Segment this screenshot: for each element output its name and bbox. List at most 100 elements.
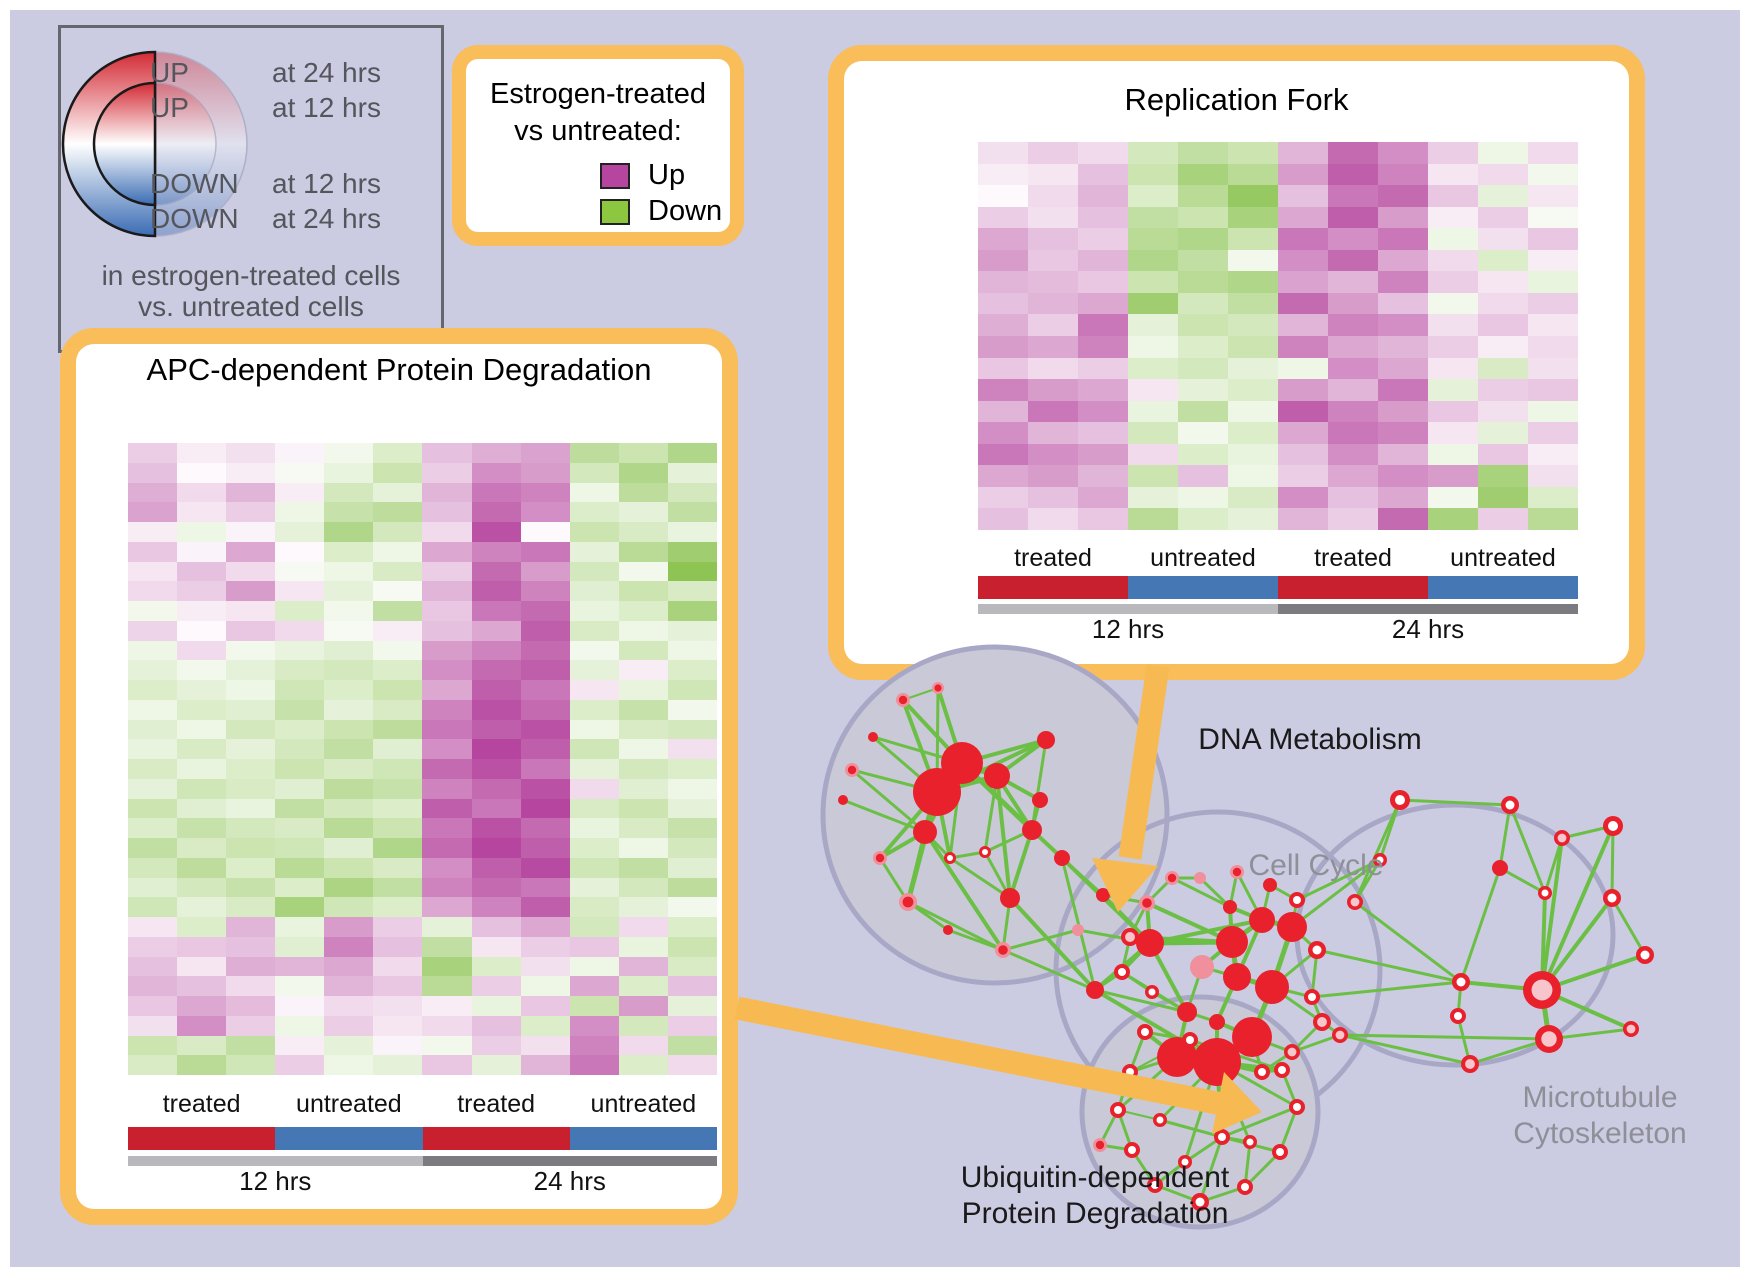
heatmap-cell: [128, 561, 178, 582]
heatmap-cell: [471, 1055, 521, 1075]
cluster-label-line: Ubiquitin-dependent: [960, 1161, 1230, 1194]
heatmap-cell: [1328, 400, 1378, 423]
heatmap-cell: [667, 581, 717, 601]
heatmap-cell: [373, 936, 423, 957]
scale-time-label: at 12 hrs: [272, 168, 381, 199]
heatmap-cell: [667, 778, 717, 799]
heatmap-cell: [128, 620, 178, 641]
heatmap-cell: [1228, 379, 1278, 401]
heatmap-cell: [324, 739, 374, 759]
heatmap-cell: [422, 1055, 472, 1075]
heatmap-cell: [618, 936, 668, 957]
untreated-bar: [1428, 576, 1578, 599]
heatmap-cell: [978, 185, 1028, 207]
heatmap-cell: [1178, 379, 1228, 401]
heatmap-cell: [520, 482, 570, 503]
heatmap-cell: [275, 561, 325, 582]
heatmap-cell: [373, 601, 423, 621]
heatmap-cell: [324, 680, 374, 700]
heatmap-cell: [422, 581, 472, 601]
heatmap-cell: [1278, 400, 1328, 423]
heatmap-cell: [177, 561, 227, 582]
heatmap-cell: [226, 759, 276, 779]
heatmap-cell: [569, 640, 619, 661]
heatmap-cell: [177, 778, 227, 799]
heatmap-cell: [1178, 357, 1228, 380]
heatmap-cell: [226, 462, 276, 483]
heatmap-cell: [1078, 271, 1128, 293]
heatmap-cell: [177, 620, 227, 641]
heatmap-cell: [275, 798, 325, 819]
heatmap-cell: [324, 482, 374, 503]
heatmap-cell: [667, 699, 717, 720]
heatmap-cell: [1328, 185, 1378, 207]
heatmap-cell: [1278, 163, 1328, 186]
heatmap-cell: [1278, 142, 1328, 164]
heatmap-cell: [422, 917, 472, 937]
heatmap-cell: [1428, 314, 1478, 336]
heatmap-cell: [1028, 314, 1078, 336]
heatmap-cell: [226, 956, 276, 977]
heatmap-cell: [324, 443, 374, 463]
scale-time-label: at 24 hrs: [272, 203, 381, 234]
heatmap-cell: [1028, 357, 1078, 380]
heatmap-cell: [128, 798, 178, 819]
heatmap-cell: [275, 976, 325, 996]
heatmap-cell: [618, 877, 668, 898]
repfork-group-label: untreated: [1450, 544, 1556, 572]
heatmap-cell: [1478, 508, 1528, 530]
heatmap-cell: [1028, 465, 1078, 487]
heatmap-cell: [520, 818, 570, 838]
heatmap-cell: [471, 857, 521, 878]
heatmap-cell: [422, 462, 472, 483]
heatmap-cell: [128, 778, 178, 799]
heatmap-cell: [373, 1055, 423, 1075]
repfork-group-label: treated: [1014, 544, 1092, 572]
heatmap-cell: [1328, 271, 1378, 293]
heatmap-cell: [1128, 206, 1178, 229]
scale-time-label: at 24 hrs: [272, 57, 381, 88]
heatmap-cell: [226, 601, 276, 621]
heatmap-cell: [471, 838, 521, 858]
heatmap-cell: [1028, 142, 1078, 164]
heatmap-cell: [1278, 228, 1328, 250]
heatmap-cell: [1378, 379, 1428, 401]
hours-bar: [128, 1156, 423, 1166]
cluster-label-line: Cytoskeleton: [1513, 1117, 1687, 1150]
heatmap-cell: [667, 1035, 717, 1056]
treated-bar: [978, 576, 1128, 599]
heatmap-cell: [128, 443, 178, 463]
heatmap-cell: [275, 838, 325, 858]
heatmap-cell: [324, 956, 374, 977]
heatmap-cell: [520, 1015, 570, 1036]
heatmap-cell: [1228, 163, 1278, 186]
apc-heatmap-title: APC-dependent Protein Degradation: [146, 352, 652, 387]
heatmap-cell: [1128, 486, 1178, 509]
heatmap-cell: [1228, 271, 1278, 293]
heatmap-cell: [1378, 443, 1428, 466]
heatmap-cell: [569, 660, 619, 680]
heatmap-cell: [128, 601, 178, 621]
heatmap-cell: [324, 897, 374, 917]
heatmap-cell: [618, 680, 668, 700]
heatmap-cell: [177, 818, 227, 838]
heatmap-cell: [226, 561, 276, 582]
heatmap-cell: [667, 857, 717, 878]
heatmap-cell: [1228, 292, 1278, 315]
heatmap-cell: [177, 640, 227, 661]
heatmap-cell: [226, 798, 276, 819]
heatmap-cell: [373, 522, 423, 542]
heatmap-cell: [1128, 379, 1178, 401]
heatmap-cell: [1278, 465, 1328, 487]
cluster-label-line: Protein Degradation: [961, 1197, 1229, 1230]
heatmap-cell: [1428, 228, 1478, 250]
heatmap-cell: [1428, 206, 1478, 229]
heatmap-cell: [569, 818, 619, 838]
heatmap-cell: [520, 699, 570, 720]
heatmap-cell: [618, 462, 668, 483]
heatmap-cell: [275, 660, 325, 680]
heatmap-cell: [422, 838, 472, 858]
heatmap-cell: [373, 482, 423, 503]
heatmap-cell: [569, 877, 619, 898]
heatmap-cell: [275, 877, 325, 898]
